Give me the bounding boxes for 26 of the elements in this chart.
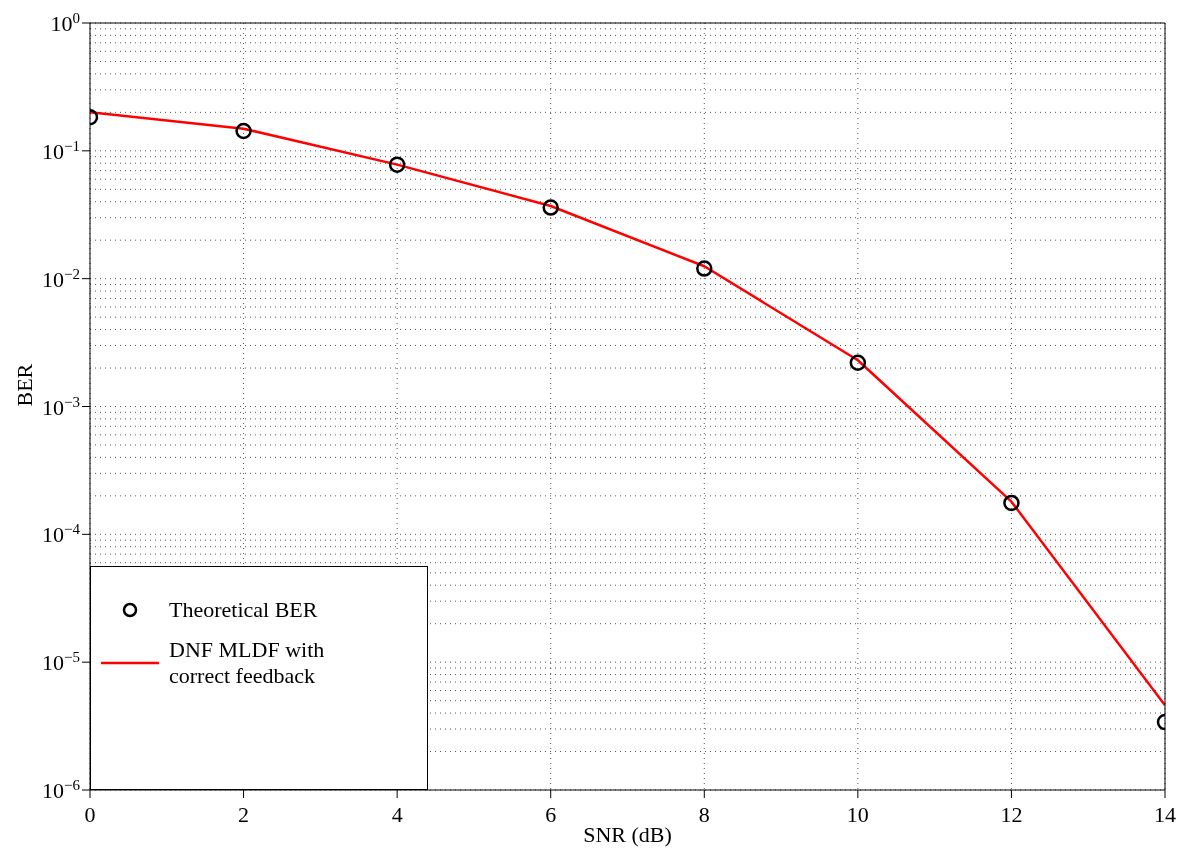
y-tick-label: 10$^{0}$ [50,10,80,36]
point [388,156,406,173]
point [849,354,867,371]
y-tick-label: 10$^{−5}$ [42,649,80,676]
x-tick-label: 8 [698,802,710,827]
point [235,122,252,140]
legend-label: Theoretical BER [169,597,319,623]
y-tick-label: 10$^{−6}$ [42,777,81,803]
x-tick-label: 2 [238,802,250,827]
x-tick-label: 10 [846,802,869,827]
x-tick-label: 12 [1000,802,1023,827]
y-tick-label: 10$^{−3}$ [42,393,80,420]
x-tick-label: 6 [545,802,557,827]
y-tick-label: 10$^{−2}$ [42,265,80,292]
x-tick-label: 4 [391,802,403,827]
y-axis-title: BER [11,363,37,407]
x-axis-title: SNR (dB) [583,822,672,847]
legend-label: DNF MLDF with correct feedback [169,637,326,689]
point [1003,494,1020,512]
point [542,199,559,216]
line-series [90,111,1165,707]
x-tick-label: 0 [84,802,96,827]
x-tick-label: 14 [1154,802,1176,827]
point [696,260,713,277]
y-tick-label: 10$^{−1}$ [42,137,80,164]
y-tick-label: 10$^{−4}$ [42,521,81,548]
